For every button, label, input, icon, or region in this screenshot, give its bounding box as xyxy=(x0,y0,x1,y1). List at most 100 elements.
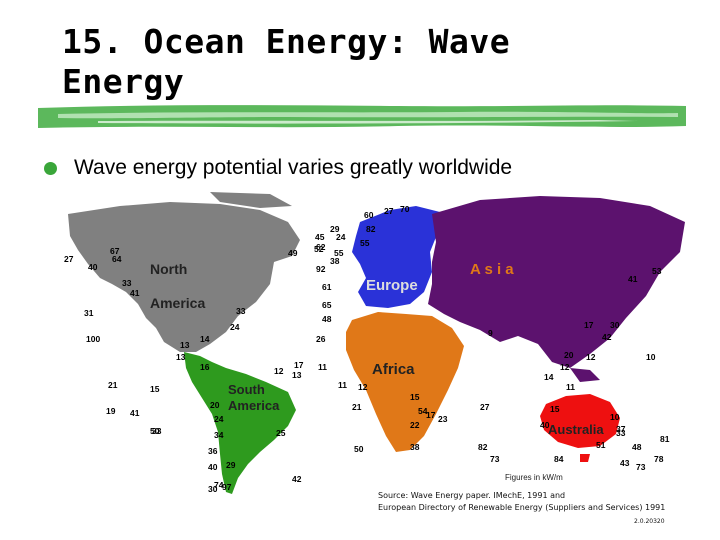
value-label: 12 xyxy=(274,366,284,376)
value-label: 50 xyxy=(354,444,364,454)
value-label: 70 xyxy=(400,204,410,214)
value-label: 53 xyxy=(652,266,662,276)
bullet-item: Wave energy potential varies greatly wor… xyxy=(44,154,704,184)
south-america-shape xyxy=(184,352,296,494)
value-label: 48 xyxy=(632,442,642,452)
value-label: 55 xyxy=(360,238,370,248)
value-label: 17 xyxy=(426,410,436,420)
value-label: 11 xyxy=(318,362,327,372)
value-label: 20 xyxy=(210,400,220,410)
value-label: 31 xyxy=(84,308,94,318)
value-label: 12 xyxy=(358,382,368,392)
value-label: 27 xyxy=(480,402,490,412)
value-label: 10 xyxy=(646,352,656,362)
value-label: 81 xyxy=(660,434,670,444)
value-label: 26 xyxy=(316,334,326,344)
africa-shape xyxy=(346,312,464,452)
label-europe: Europe xyxy=(366,277,418,294)
value-label: 13 xyxy=(292,370,302,380)
value-label: 38 xyxy=(410,442,420,452)
value-label: 38 xyxy=(330,256,340,266)
slide-title: 15. Ocean Energy: Wave Energy xyxy=(62,22,622,102)
value-label: 60 xyxy=(364,210,374,220)
value-label: 41 xyxy=(130,288,140,298)
value-label: 9 xyxy=(488,328,493,338)
value-label: 40 xyxy=(88,262,98,272)
value-label: 55 xyxy=(334,248,344,258)
value-label: 67 xyxy=(110,246,120,256)
value-label: 73 xyxy=(490,454,500,464)
value-label: 33 xyxy=(616,428,626,438)
value-label: 84 xyxy=(554,454,564,464)
europe-shape xyxy=(352,206,440,308)
title-underline-bar xyxy=(38,105,686,128)
value-label: 13 xyxy=(180,340,190,350)
value-label: 37 xyxy=(616,424,626,434)
wave-energy-values: 2740646729454941333110024141333654826111… xyxy=(64,204,670,494)
label-north-america: America xyxy=(150,295,205,311)
value-label: 65 xyxy=(322,300,332,310)
value-label: 36 xyxy=(208,446,218,456)
value-label: 40 xyxy=(540,420,550,430)
value-label: 12 xyxy=(560,362,570,372)
value-label: 12 xyxy=(586,352,596,362)
label-south: South xyxy=(228,382,265,397)
value-label: 17 xyxy=(584,320,594,330)
value-label: 11 xyxy=(338,380,347,390)
value-label: 50 xyxy=(150,426,160,436)
value-label: 100 xyxy=(86,334,100,344)
figure-note: Figures in kW/m xyxy=(505,473,563,482)
value-label: 41 xyxy=(130,408,140,418)
label-australia: Australia xyxy=(548,422,604,437)
value-label: 33 xyxy=(122,278,132,288)
north-america-shape xyxy=(68,202,300,352)
value-label: 82 xyxy=(366,224,376,234)
value-label: 30 xyxy=(208,484,218,494)
value-label: 24 xyxy=(230,322,240,332)
label-south-america: America xyxy=(228,398,280,413)
asia-shape xyxy=(428,196,685,368)
value-label: 34 xyxy=(214,430,224,440)
value-label: 19 xyxy=(106,406,116,416)
value-label: 48 xyxy=(322,314,332,324)
value-label: 14 xyxy=(544,372,554,382)
value-label: 15 xyxy=(550,404,560,414)
value-label: 92 xyxy=(316,264,326,274)
value-label: 30 xyxy=(610,320,620,330)
value-label: 21 xyxy=(108,380,118,390)
bullet-dot-icon xyxy=(44,162,57,175)
value-label: 73 xyxy=(636,462,646,472)
value-label: 78 xyxy=(654,454,664,464)
value-label: 52 xyxy=(314,244,324,254)
value-label: 22 xyxy=(410,420,420,430)
world-wave-energy-map: North America Europe A s i a Africa Sout… xyxy=(64,192,685,494)
slide-title-line1: 15. Ocean Energy: Wave xyxy=(62,22,511,61)
value-label: 16 xyxy=(200,362,210,372)
value-label: 97 xyxy=(222,482,232,492)
source-citation: Source: Wave Energy paper. IMechE, 1991 … xyxy=(378,490,665,514)
value-label: 29 xyxy=(330,224,340,234)
value-label: 33 xyxy=(152,426,162,436)
value-label: 11 xyxy=(566,382,575,392)
source-line2: European Directory of Renewable Energy (… xyxy=(378,503,666,512)
label-north: North xyxy=(150,261,187,277)
value-label: 27 xyxy=(64,254,74,264)
label-africa: Africa xyxy=(372,361,415,378)
value-label: 49 xyxy=(288,248,298,258)
value-label: 23 xyxy=(438,414,448,424)
value-label: 15 xyxy=(150,384,160,394)
value-label: 33 xyxy=(236,306,246,316)
value-label: 15 xyxy=(410,392,420,402)
value-label: 54 xyxy=(418,406,428,416)
value-label: 10 xyxy=(610,412,620,422)
value-label: 24 xyxy=(336,232,346,242)
value-label: 25 xyxy=(276,428,286,438)
value-label: 20 xyxy=(564,350,574,360)
value-label: 45 xyxy=(315,232,325,242)
slide-number: 2.0.20320 xyxy=(634,518,665,525)
value-label: 82 xyxy=(478,442,488,452)
value-label: 40 xyxy=(208,462,218,472)
value-label: 43 xyxy=(620,458,630,468)
value-label: 27 xyxy=(384,206,394,216)
source-line1: Source: Wave Energy paper. IMechE, 1991 … xyxy=(378,491,566,500)
